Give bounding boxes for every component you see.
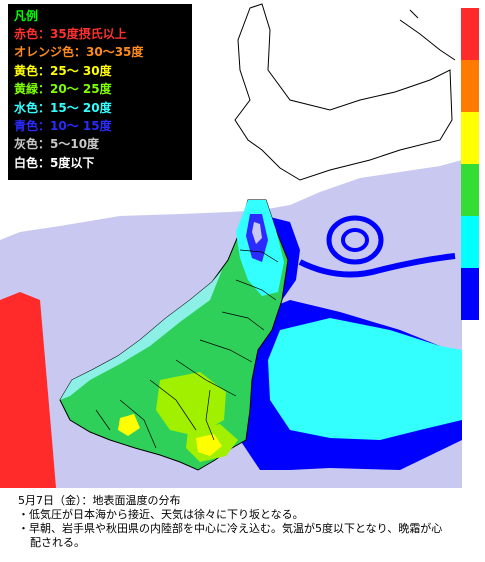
- legend-item-blue: 青色：10～ 15度: [14, 119, 112, 134]
- scale-segment-blue: [461, 268, 479, 320]
- legend-item-red: 赤色：35度摂氏以上: [14, 27, 127, 41]
- central-yellowgreen-patch: [156, 372, 226, 436]
- scale-segment-red: [461, 8, 479, 60]
- kanto-yellow-spot: [196, 434, 222, 456]
- low-pressure-band: [298, 253, 456, 278]
- legend-title: 凡例: [14, 9, 39, 23]
- color-scale-bar: [461, 8, 479, 321]
- legend-item-white: 白色：5度以下: [14, 155, 95, 170]
- prefecture-lines: [95, 249, 279, 449]
- japan-sea-cyan-fringe: [60, 270, 222, 400]
- west-red-area: [0, 292, 56, 488]
- legend-item-gray: 灰色：5～10度: [14, 137, 100, 152]
- sea-cyan-band: [268, 318, 462, 440]
- kuril-islands: [399, 9, 456, 61]
- legend-item-yellow: 黄色：25～ 30度: [14, 63, 112, 78]
- temperature-map: [0, 3, 462, 488]
- hokkaido-outline: [234, 3, 453, 181]
- low-pressure-swirl-outer: [326, 215, 384, 265]
- scale-segment-cyan: [461, 216, 479, 268]
- caption-date-title: 5月7日（金）：地表面温度の分布: [18, 494, 181, 507]
- caption-note-2-cont: 配される。: [30, 536, 85, 549]
- caption-note-2: ・早朝、岩手県や秋田県の内陸部を中心に冷え込む。気温が5度以下となり、晩霜が心: [18, 522, 443, 535]
- legend-item-yellowgreen: 黄緑：20～ 25度: [14, 82, 112, 97]
- legend-box: 凡例 赤色：35度摂氏以上 オレンジ色：30～35度 黄色：25～ 30度 黄緑…: [8, 4, 192, 180]
- scale-segment-orange: [461, 60, 479, 112]
- tohoku-lavender-patch: [252, 222, 262, 244]
- map-caption: 5月7日（金）：地表面温度の分布 ・低気圧が日本海から接近、天気は徐々に下り坂と…: [18, 494, 480, 550]
- scale-segment-yellow: [461, 112, 479, 164]
- caption-note-1: ・低気圧が日本海から接近、天気は徐々に下り坂となる。: [18, 508, 304, 521]
- legend-item-lightblue: 水色：15～ 20度: [14, 100, 112, 115]
- scale-segment-green: [461, 164, 479, 216]
- low-pressure-swirl-inner: [341, 228, 369, 252]
- legend-item-orange: オレンジ色：30～35度: [14, 45, 144, 60]
- kansai-yellow-spot: [118, 414, 140, 436]
